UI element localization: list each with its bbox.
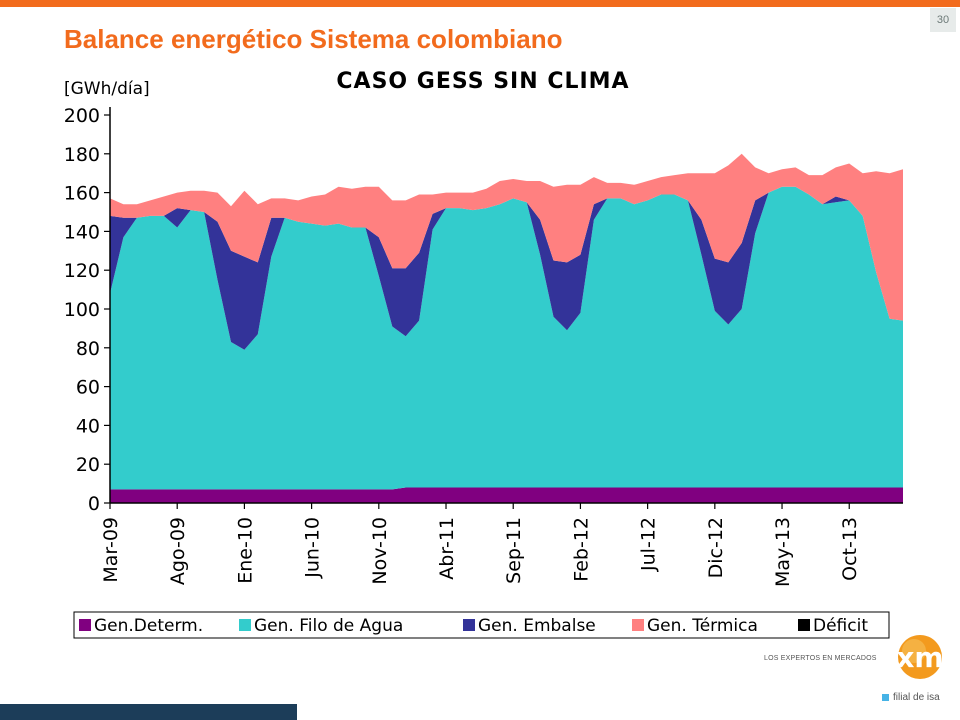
slide-title: Balance energético Sistema colombiano	[64, 24, 563, 54]
legend-label: Gen. Térmica	[647, 616, 758, 636]
x-tick-label: Nov-10	[369, 517, 391, 585]
top-accent-bar	[0, 0, 960, 7]
area-series-1	[110, 186, 903, 490]
legend-box	[73, 611, 890, 639]
x-tick-label: Jun-10	[302, 517, 324, 579]
area-layers	[110, 153, 903, 503]
legend-swatch	[632, 619, 644, 631]
y-axis-label: [GWh/día]	[64, 79, 150, 99]
y-tick-label: 20	[76, 454, 100, 476]
isa-square-icon	[882, 694, 889, 701]
x-tick-label: Ago-09	[167, 517, 189, 585]
x-tick-label: Dic-12	[705, 517, 727, 578]
x-tick-label: May-13	[772, 517, 794, 587]
legend-swatch	[798, 619, 810, 631]
logo-mark-text: xm	[896, 641, 943, 674]
logo-subtitle: filial de isa	[882, 692, 940, 703]
xm-logo: LOS EXPERTOS EN MERCADOS xm filial de is…	[764, 632, 954, 712]
y-tick-label: 40	[76, 415, 100, 437]
legend-swatch	[79, 619, 91, 631]
y-tick-label: 120	[64, 260, 100, 282]
legend-swatch	[463, 619, 475, 631]
x-tick-labels: Mar-09 Ago-09 Ene-10 Jun-10 Nov-10 Abr-11 Sep-…	[100, 503, 861, 587]
area-series-0	[110, 487, 903, 503]
area-series-3	[110, 153, 903, 321]
area-series-2	[110, 186, 903, 350]
x-tick-label: Jul-12	[638, 517, 660, 572]
y-tick-label: 180	[64, 144, 100, 166]
y-tick-labels: 0 20 40 60 80 100 120 140 160 180 200	[64, 105, 110, 515]
bottom-accent-bar	[0, 704, 297, 720]
x-tick-label: Sep-11	[503, 517, 525, 584]
x-tick-label: Oct-13	[839, 517, 861, 581]
logo-subtitle-text: filial de isa	[893, 692, 940, 703]
legend-label: Déficit	[813, 616, 868, 636]
x-tick-label: Mar-09	[100, 517, 122, 583]
legend-label: Gen.Determ.	[94, 616, 203, 636]
legend-swatch	[239, 619, 251, 631]
axes	[109, 107, 903, 504]
y-tick-label: 100	[64, 299, 100, 321]
y-tick-label: 60	[76, 377, 100, 399]
xm-logo-mark: xm	[896, 635, 944, 679]
y-tick-label: 0	[88, 493, 100, 515]
y-tick-label: 160	[64, 183, 100, 205]
y-tick-label: 140	[64, 221, 100, 243]
legend: Gen.Determ. Gen. Filo de Agua Gen. Embalse…	[73, 611, 890, 639]
chart-title: CASO GESS SIN CLIMA	[336, 69, 629, 94]
x-tick-label: Ene-10	[234, 517, 256, 584]
y-tick-label: 200	[64, 105, 100, 127]
x-tick-label: Feb-12	[570, 517, 592, 582]
legend-label: Gen. Filo de Agua	[254, 616, 403, 636]
page-number: 30	[930, 8, 956, 32]
logo-tagline: LOS EXPERTOS EN MERCADOS	[764, 655, 877, 662]
legend-label: Gen. Embalse	[478, 616, 596, 636]
y-tick-label: 80	[76, 338, 100, 360]
x-tick-label: Abr-11	[436, 517, 458, 580]
